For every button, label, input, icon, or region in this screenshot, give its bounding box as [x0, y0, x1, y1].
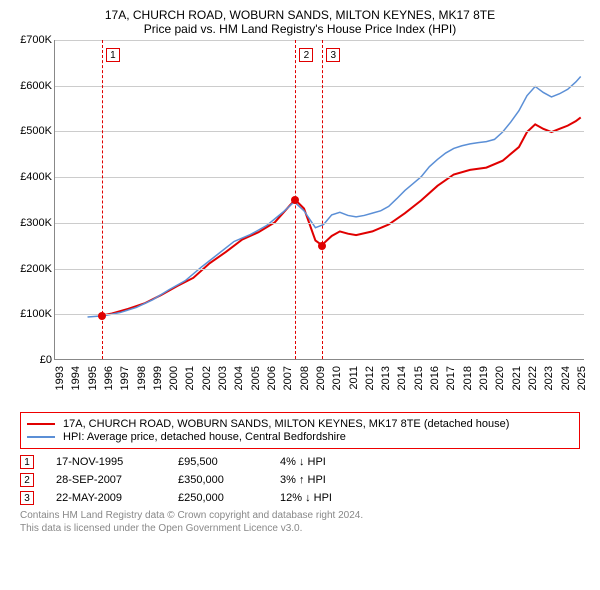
- x-tick-label: 1996: [103, 366, 115, 390]
- event-date: 28-SEP-2007: [56, 474, 156, 486]
- event-diff: 4% ↓ HPI: [280, 456, 326, 468]
- series-hpi: [88, 76, 581, 317]
- footer-line2: This data is licensed under the Open Gov…: [20, 522, 580, 535]
- legend-swatch: [27, 423, 55, 425]
- footer-attribution: Contains HM Land Registry data © Crown c…: [20, 509, 580, 535]
- x-tick-label: 1995: [87, 366, 99, 390]
- x-tick-label: 2010: [331, 366, 343, 390]
- sale-point: [98, 312, 106, 320]
- legend-label: 17A, CHURCH ROAD, WOBURN SANDS, MILTON K…: [63, 418, 509, 430]
- y-tick-label: £500K: [20, 125, 52, 137]
- x-tick-label: 2017: [445, 366, 457, 390]
- series-property: [102, 117, 581, 315]
- x-tick-label: 2024: [560, 366, 572, 390]
- gridline: [55, 86, 584, 87]
- event-marker-box: 2: [299, 48, 313, 62]
- x-tick-label: 2011: [348, 366, 360, 390]
- gridline: [55, 314, 584, 315]
- gridline: [55, 223, 584, 224]
- x-tick-label: 2019: [478, 366, 490, 390]
- y-tick-label: £400K: [20, 171, 52, 183]
- line-series-svg: [55, 40, 584, 359]
- x-tick-label: 2008: [299, 366, 311, 390]
- x-tick-label: 1999: [152, 366, 164, 390]
- x-tick-label: 2013: [380, 366, 392, 390]
- event-price: £350,000: [178, 474, 258, 486]
- event-marker-box: 3: [326, 48, 340, 62]
- events-table: 1 17-NOV-1995 £95,500 4% ↓ HPI 2 28-SEP-2007 £…: [20, 455, 580, 505]
- x-tick-label: 2003: [217, 366, 229, 390]
- event-number-box: 1: [20, 455, 34, 469]
- x-tick-label: 1994: [70, 366, 82, 390]
- x-tick-label: 2022: [527, 366, 539, 390]
- x-tick-label: 2018: [462, 366, 474, 390]
- y-tick-label: £600K: [20, 80, 52, 92]
- event-price: £95,500: [178, 456, 258, 468]
- legend-row: HPI: Average price, detached house, Cent…: [27, 431, 573, 443]
- event-row: 1 17-NOV-1995 £95,500 4% ↓ HPI: [20, 455, 580, 469]
- event-date: 17-NOV-1995: [56, 456, 156, 468]
- x-tick-label: 1997: [119, 366, 131, 390]
- gridline: [55, 131, 584, 132]
- y-tick-label: £700K: [20, 34, 52, 46]
- y-tick-label: £100K: [20, 308, 52, 320]
- legend-row: 17A, CHURCH ROAD, WOBURN SANDS, MILTON K…: [27, 418, 573, 430]
- event-row: 2 28-SEP-2007 £350,000 3% ↑ HPI: [20, 473, 580, 487]
- event-price: £250,000: [178, 492, 258, 504]
- x-tick-label: 2004: [233, 366, 245, 390]
- title-subtitle: Price paid vs. HM Land Registry's House …: [10, 22, 590, 36]
- x-tick-label: 2016: [429, 366, 441, 390]
- event-vline: [102, 40, 103, 359]
- event-date: 22-MAY-2009: [56, 492, 156, 504]
- x-tick-label: 2025: [576, 366, 588, 390]
- x-tick-label: 2001: [184, 366, 196, 390]
- event-row: 3 22-MAY-2009 £250,000 12% ↓ HPI: [20, 491, 580, 505]
- footer-line1: Contains HM Land Registry data © Crown c…: [20, 509, 580, 522]
- x-axis: 1993 1994 1995 1996 1997 1998 1999 2000 2001 2002…: [54, 362, 584, 410]
- y-tick-label: £300K: [20, 217, 52, 229]
- event-diff: 3% ↑ HPI: [280, 474, 326, 486]
- x-tick-label: 1998: [136, 366, 148, 390]
- x-tick-label: 2000: [168, 366, 180, 390]
- sale-point: [291, 196, 299, 204]
- legend-swatch: [27, 436, 55, 438]
- x-tick-label: 2002: [201, 366, 213, 390]
- x-tick-label: 1993: [54, 366, 66, 390]
- x-tick-label: 2006: [266, 366, 278, 390]
- gridline: [55, 269, 584, 270]
- y-tick-label: £0: [40, 354, 52, 366]
- event-marker-box: 1: [106, 48, 120, 62]
- x-tick-label: 2007: [282, 366, 294, 390]
- sale-point: [318, 242, 326, 250]
- event-vline: [322, 40, 323, 359]
- plot-area: 1 23: [54, 40, 584, 360]
- event-number-box: 3: [20, 491, 34, 505]
- x-tick-label: 2020: [494, 366, 506, 390]
- gridline: [55, 40, 584, 41]
- title-block: 17A, CHURCH ROAD, WOBURN SANDS, MILTON K…: [10, 8, 590, 36]
- x-tick-label: 2014: [396, 366, 408, 390]
- title-address: 17A, CHURCH ROAD, WOBURN SANDS, MILTON K…: [10, 8, 590, 22]
- legend-label: HPI: Average price, detached house, Cent…: [63, 431, 346, 443]
- y-axis: £0£100K£200K£300K£400K£500K£600K£700K: [10, 40, 54, 360]
- x-tick-label: 2015: [413, 366, 425, 390]
- x-tick-label: 2012: [364, 366, 376, 390]
- chart-area: £0£100K£200K£300K£400K£500K£600K£700K 12…: [10, 40, 590, 410]
- event-diff: 12% ↓ HPI: [280, 492, 332, 504]
- y-tick-label: £200K: [20, 263, 52, 275]
- x-tick-label: 2005: [250, 366, 262, 390]
- chart-container: 17A, CHURCH ROAD, WOBURN SANDS, MILTON K…: [0, 0, 600, 541]
- event-number-box: 2: [20, 473, 34, 487]
- x-tick-label: 2009: [315, 366, 327, 390]
- x-tick-label: 2023: [543, 366, 555, 390]
- x-tick-label: 2021: [511, 366, 523, 390]
- legend-box: 17A, CHURCH ROAD, WOBURN SANDS, MILTON K…: [20, 412, 580, 449]
- gridline: [55, 177, 584, 178]
